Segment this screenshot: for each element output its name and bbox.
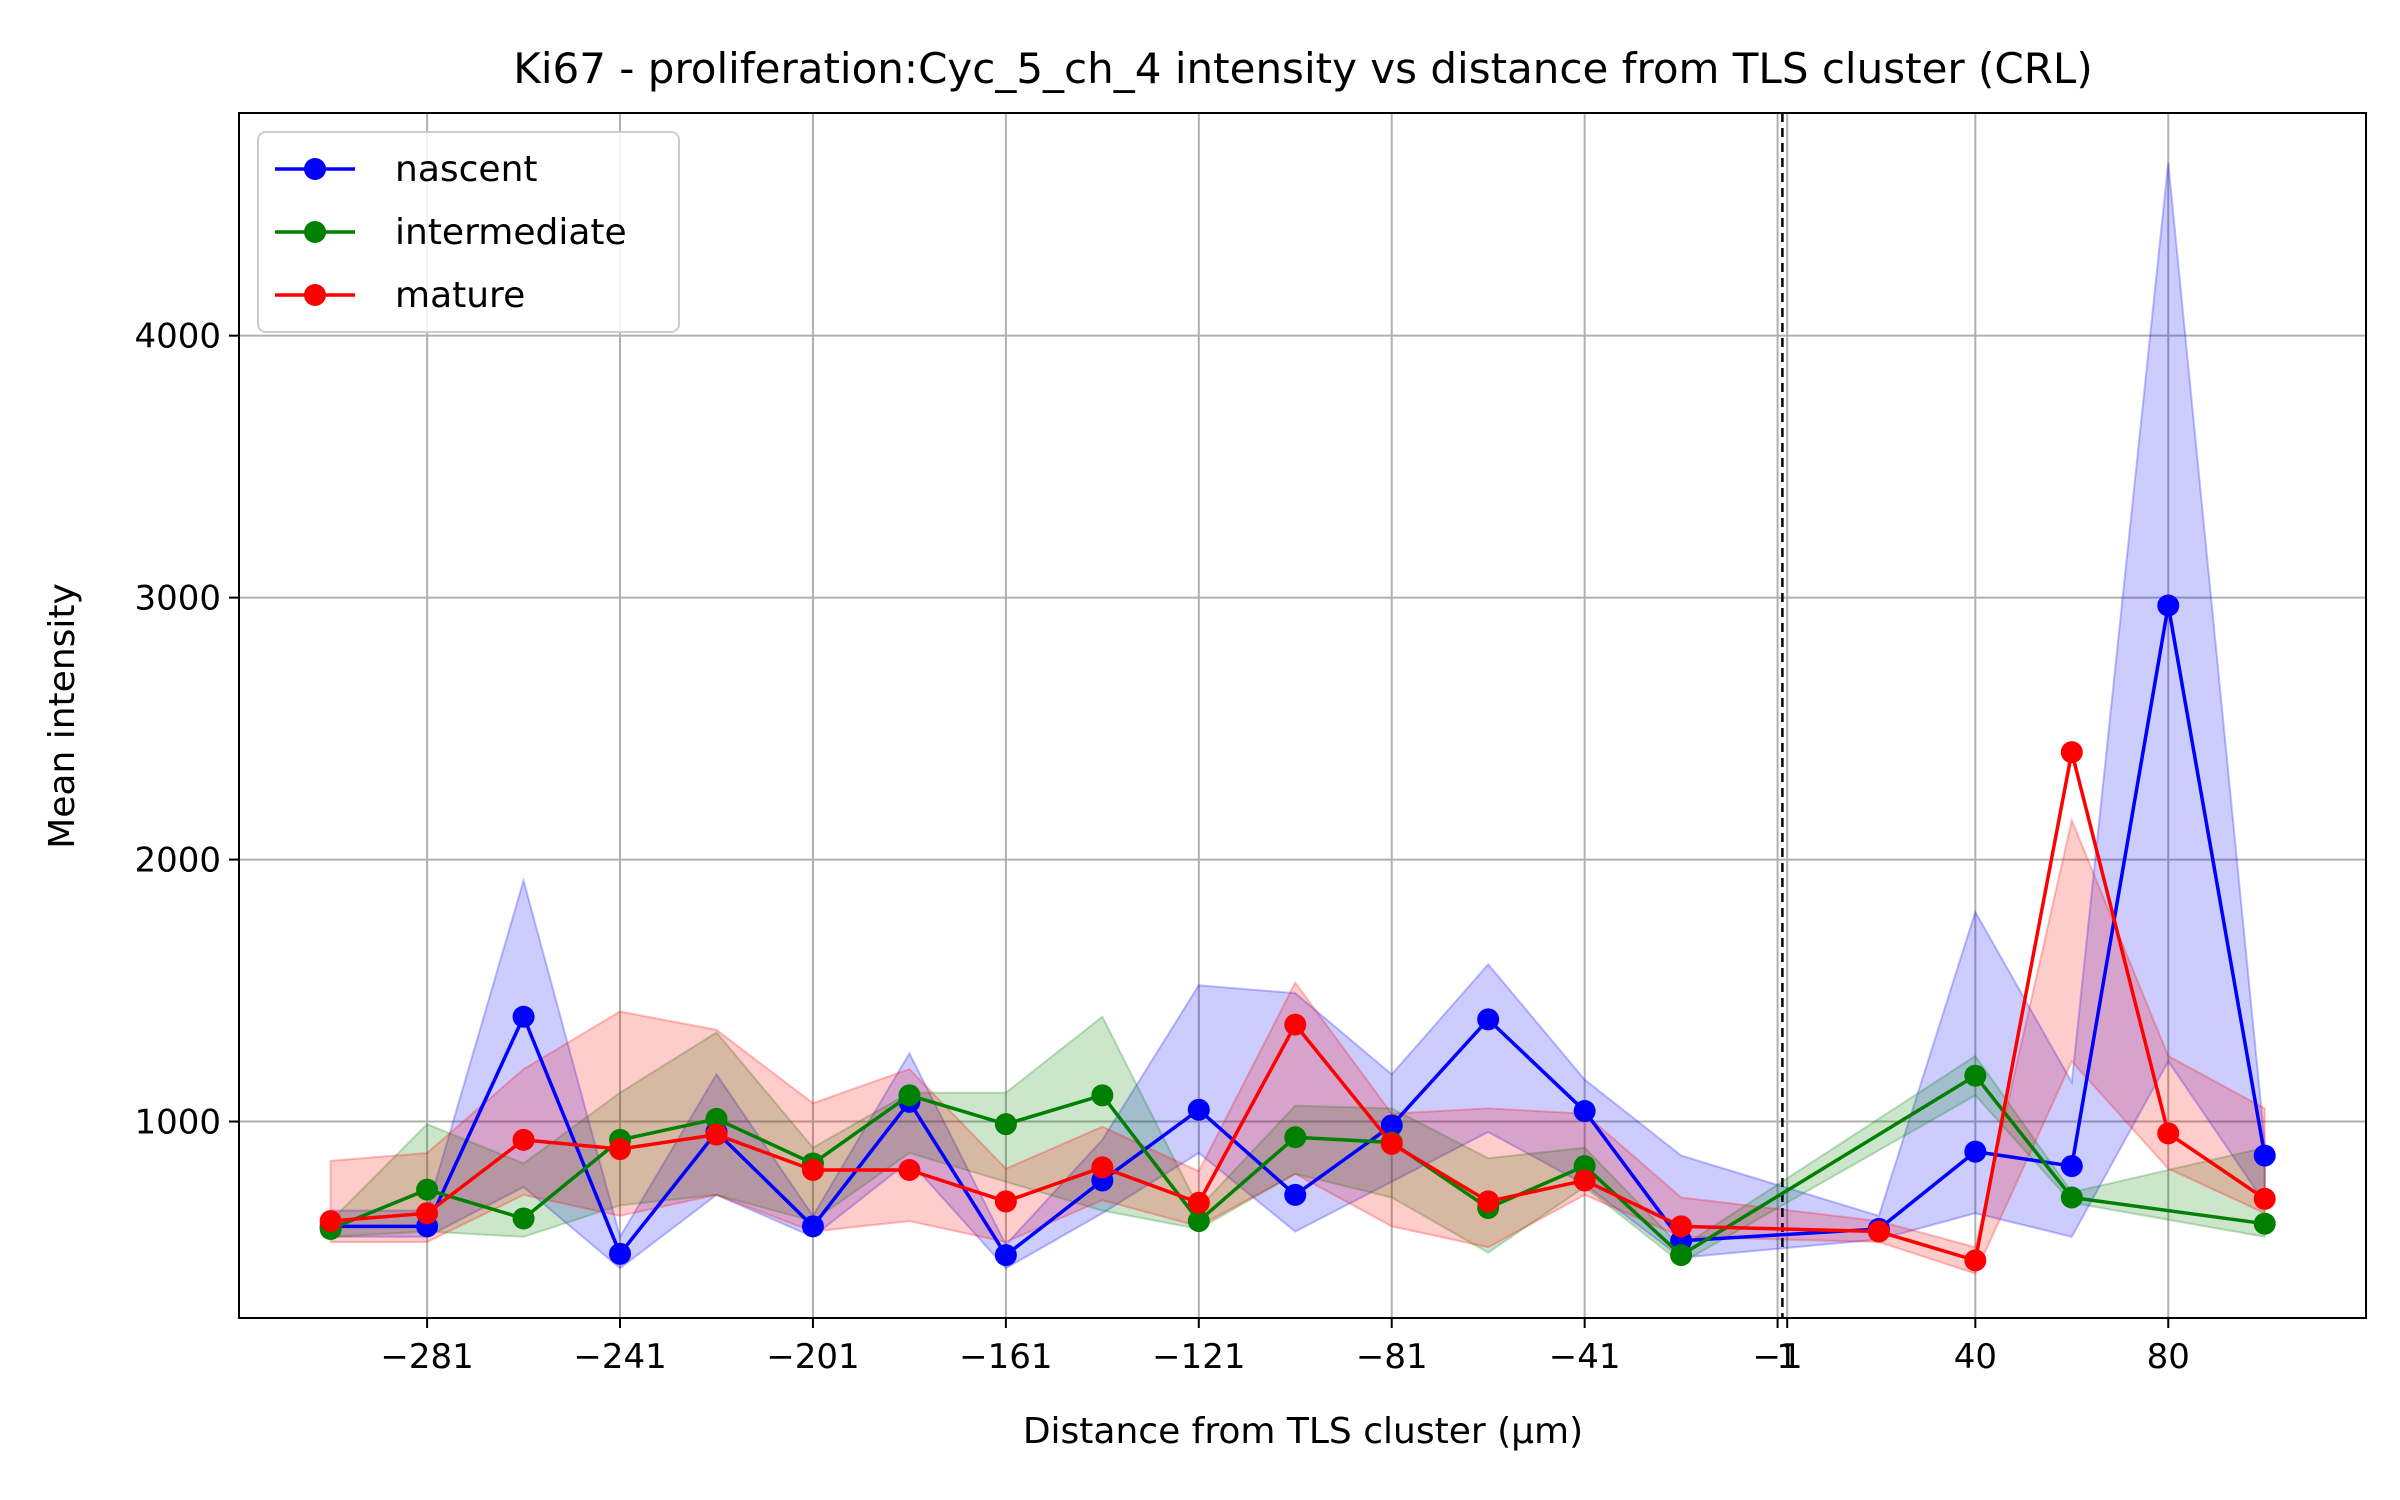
point-intermediate (994, 1113, 1017, 1136)
y-axis-ticks: 1000 2000 3000 4000 (134, 317, 239, 1143)
legend-marker-mature (304, 284, 326, 306)
legend-marker-intermediate (304, 221, 326, 243)
x-axis-ticks: −281 −241 −201 −161 −121 −81 −41 −11 40 80 (380, 1318, 2190, 1377)
point-mature (512, 1128, 535, 1151)
point-nascent (1187, 1098, 1210, 1121)
point-nascent (2157, 594, 2180, 617)
point-mature (705, 1123, 728, 1146)
point-intermediate (2253, 1212, 2276, 1235)
legend-label-nascent: nascent (395, 149, 538, 190)
point-mature (1284, 1013, 1307, 1036)
point-mature (2060, 741, 2083, 764)
point-mature (2157, 1122, 2180, 1145)
y-tick-label: 3000 (134, 579, 221, 619)
y-tick-label: 1000 (134, 1103, 221, 1143)
point-mature (898, 1158, 921, 1181)
point-nascent (1380, 1114, 1403, 1137)
x-tick-label: −201 (766, 1337, 859, 1377)
point-mature (1573, 1169, 1596, 1192)
point-intermediate (2060, 1186, 2083, 1209)
grid (239, 113, 2366, 1318)
point-mature (801, 1158, 824, 1181)
legend-label-mature: mature (395, 275, 525, 316)
point-intermediate (1670, 1244, 1693, 1267)
point-nascent (512, 1005, 535, 1028)
line-nascent (330, 603, 2267, 1257)
x-tick-label: 40 (1954, 1337, 1997, 1377)
point-mature (1380, 1132, 1403, 1155)
legend-label-intermediate: intermediate (395, 212, 627, 253)
x-tick-label: −161 (959, 1337, 1052, 1377)
y-axis-label: Mean intensity (42, 583, 83, 849)
point-nascent (801, 1215, 824, 1238)
point-intermediate (1187, 1210, 1210, 1233)
point-intermediate (705, 1107, 728, 1130)
point-mature (1187, 1191, 1210, 1214)
point-mature (319, 1210, 342, 1233)
point-mature (1091, 1156, 1114, 1179)
plot-frame (238, 112, 2367, 1319)
legend-marker-nascent (304, 158, 326, 180)
point-intermediate (512, 1207, 535, 1230)
point-mature (1964, 1249, 1987, 1272)
x-tick-label: −281 (380, 1337, 473, 1377)
point-mature (1670, 1215, 1693, 1238)
point-mature (416, 1202, 439, 1225)
point-intermediate (1091, 1084, 1114, 1107)
point-intermediate (898, 1084, 921, 1107)
point-nascent (1573, 1100, 1596, 1123)
x-tick-label: −41 (1549, 1337, 1621, 1377)
line-mature (330, 750, 2266, 1263)
y-tick-label: 2000 (134, 841, 221, 881)
point-nascent (2060, 1155, 2083, 1178)
series-lines (319, 594, 2276, 1272)
legend-box (257, 131, 680, 333)
point-nascent (994, 1244, 1017, 1267)
point-nascent (609, 1242, 632, 1265)
point-nascent (1964, 1140, 1987, 1163)
point-intermediate (1964, 1064, 1987, 1087)
point-mature (2253, 1187, 2276, 1210)
y-tick-label: 4000 (134, 317, 221, 357)
point-mature (1867, 1220, 1890, 1243)
point-mature (1477, 1190, 1500, 1213)
point-mature (994, 1190, 1017, 1213)
point-intermediate (416, 1178, 439, 1201)
point-intermediate (1284, 1126, 1307, 1149)
line-intermediate (329, 1073, 2265, 1257)
x-tick-label: 1 (1776, 1337, 1798, 1377)
chart-title: Ki67 - proliferation:Cyc_5_ch_4 intensit… (513, 44, 2092, 93)
x-tick-label: −241 (573, 1337, 666, 1377)
x-tick-label: −1 (1753, 1337, 1803, 1377)
series-mature (319, 741, 2276, 1272)
x-tick-label: −121 (1152, 1337, 1245, 1377)
legend: nascent intermediate mature (257, 131, 680, 333)
point-mature (609, 1138, 632, 1161)
point-nascent (1284, 1183, 1307, 1206)
point-nascent (2253, 1144, 2276, 1167)
x-tick-label: 80 (2147, 1337, 2190, 1377)
x-axis-label: Distance from TLS cluster (μm) (1023, 1411, 1583, 1452)
point-nascent (1477, 1008, 1500, 1031)
x-tick-label: −81 (1356, 1337, 1428, 1377)
